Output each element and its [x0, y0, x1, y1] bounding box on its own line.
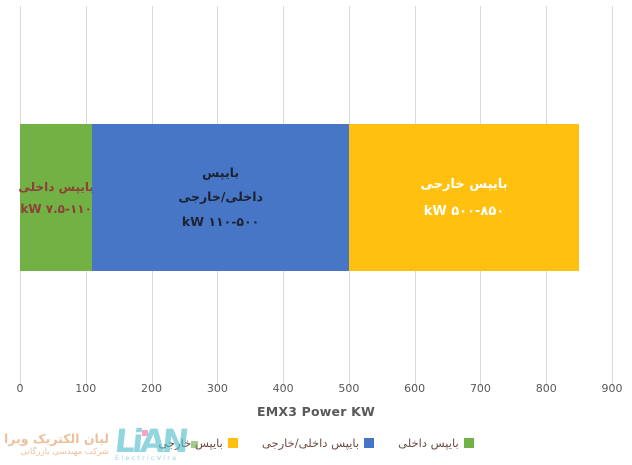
x-tick-label-500: 500 [338, 382, 360, 395]
lian-logo-subtext: ElectricVira [115, 454, 179, 462]
x-tick-label-900: 900 [601, 382, 623, 395]
gridline-900 [612, 6, 613, 387]
bar-segment-internal-bypass: بایپس داخلی kW ۷.۵-۱۱۰ [18, 124, 94, 271]
legend-marker-icon [227, 438, 238, 448]
legend-marker-icon [463, 438, 474, 448]
watermark-company-subtitle: شرکت مهندسی بازرگانی [20, 447, 110, 457]
legend-marker-icon [364, 438, 375, 448]
x-axis-title: EMX3 Power KW [256, 404, 376, 419]
bar-segment-external-bypass: بایپس خارجی kW ۵۰۰-۸۵۰ [348, 124, 580, 271]
x-tick-label-600: 600 [404, 382, 426, 395]
bar-segment-label: kW ۱۱۰-۵۰۰ [181, 213, 260, 229]
bar-segment-internal-external-bypass: بایپس داخلی/خارجی kW ۱۱۰-۵۰۰ [92, 124, 349, 271]
logo-green-square-icon [190, 441, 198, 448]
x-tick-label-0: 0 [16, 382, 24, 395]
bar-segment-label: داخلی/خارجی [178, 189, 263, 205]
bar-segment-label: بایپس داخلی [18, 179, 94, 194]
x-tick-label-200: 200 [141, 382, 163, 395]
x-tick-label-800: 800 [535, 382, 557, 395]
x-tick-label-100: 100 [75, 382, 97, 395]
lian-logo-text: LiAN [113, 422, 188, 460]
watermark: لیان الکتریک ویرا شرکت مهندسی بازرگانی L… [4, 422, 198, 462]
legend-item-external-bypass: بایپس خارجی [158, 436, 238, 450]
legend-label: بایپس خارجی [158, 436, 223, 450]
legend-label: بایپس داخلی/خارجی [261, 436, 360, 450]
x-tick-label-700: 700 [469, 382, 491, 395]
watermark-company-name: لیان الکتریک ویرا [4, 431, 110, 447]
legend-item-internal-external-bypass: بایپس داخلی/خارجی [261, 436, 375, 450]
logo-pink-dot-icon [142, 430, 149, 436]
bar-segment-label: kW ۷.۵-۱۱۰ [20, 201, 92, 216]
bar-segment-label: بایپس [202, 164, 240, 180]
legend: بایپس خارجی بایپس داخلی/خارجی بایپس داخلی [0, 436, 632, 450]
lian-logo: LiAN ElectricVira [113, 422, 198, 462]
bar-segment-label: بایپس خارجی [420, 176, 508, 192]
watermark-persian-text: لیان الکتریک ویرا شرکت مهندسی بازرگانی [4, 431, 109, 457]
bar-segment-label: kW ۵۰۰-۸۵۰ [423, 203, 505, 219]
legend-label: بایپس داخلی [398, 436, 459, 450]
legend-item-internal-bypass: بایپس داخلی [398, 436, 474, 450]
x-tick-label-400: 400 [272, 382, 294, 395]
x-tick-label-300: 300 [206, 382, 228, 395]
